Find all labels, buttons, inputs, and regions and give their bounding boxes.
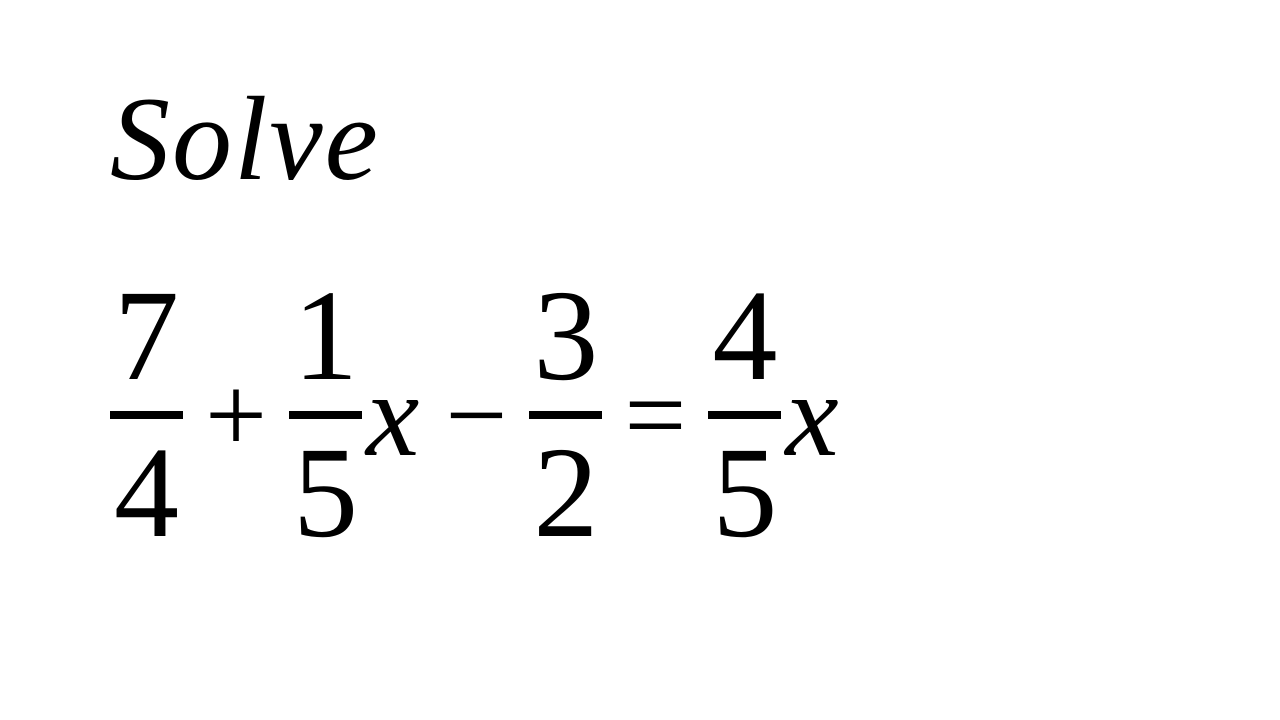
fraction-bar bbox=[289, 411, 362, 419]
denominator: 2 bbox=[529, 425, 602, 562]
equation: 7 4 + 1 5 x − 3 2 = 4 5 x bbox=[110, 268, 1170, 561]
fraction-2: 1 5 bbox=[289, 268, 362, 561]
numerator: 7 bbox=[110, 268, 183, 405]
fraction-4: 4 5 bbox=[708, 268, 781, 561]
fraction-bar bbox=[529, 411, 602, 419]
fraction-1: 7 4 bbox=[110, 268, 183, 561]
numerator: 3 bbox=[529, 268, 602, 405]
problem-title: Solve bbox=[110, 70, 1170, 208]
minus-operator: − bbox=[423, 360, 529, 470]
variable-x: x bbox=[781, 355, 842, 475]
numerator: 4 bbox=[708, 268, 781, 405]
denominator: 4 bbox=[110, 425, 183, 562]
numerator: 1 bbox=[289, 268, 362, 405]
plus-operator: + bbox=[183, 360, 289, 470]
denominator: 5 bbox=[708, 425, 781, 562]
fraction-bar bbox=[708, 411, 781, 419]
equals-sign: = bbox=[602, 360, 708, 470]
math-problem: Solve 7 4 + 1 5 x − 3 2 = 4 5 x bbox=[0, 0, 1280, 561]
variable-x: x bbox=[362, 355, 423, 475]
fraction-3: 3 2 bbox=[529, 268, 602, 561]
fraction-bar bbox=[110, 411, 183, 419]
denominator: 5 bbox=[289, 425, 362, 562]
